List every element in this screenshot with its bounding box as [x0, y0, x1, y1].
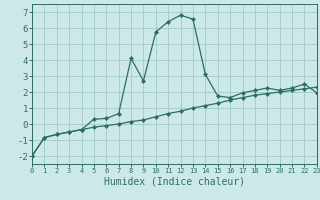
X-axis label: Humidex (Indice chaleur): Humidex (Indice chaleur): [104, 177, 245, 187]
